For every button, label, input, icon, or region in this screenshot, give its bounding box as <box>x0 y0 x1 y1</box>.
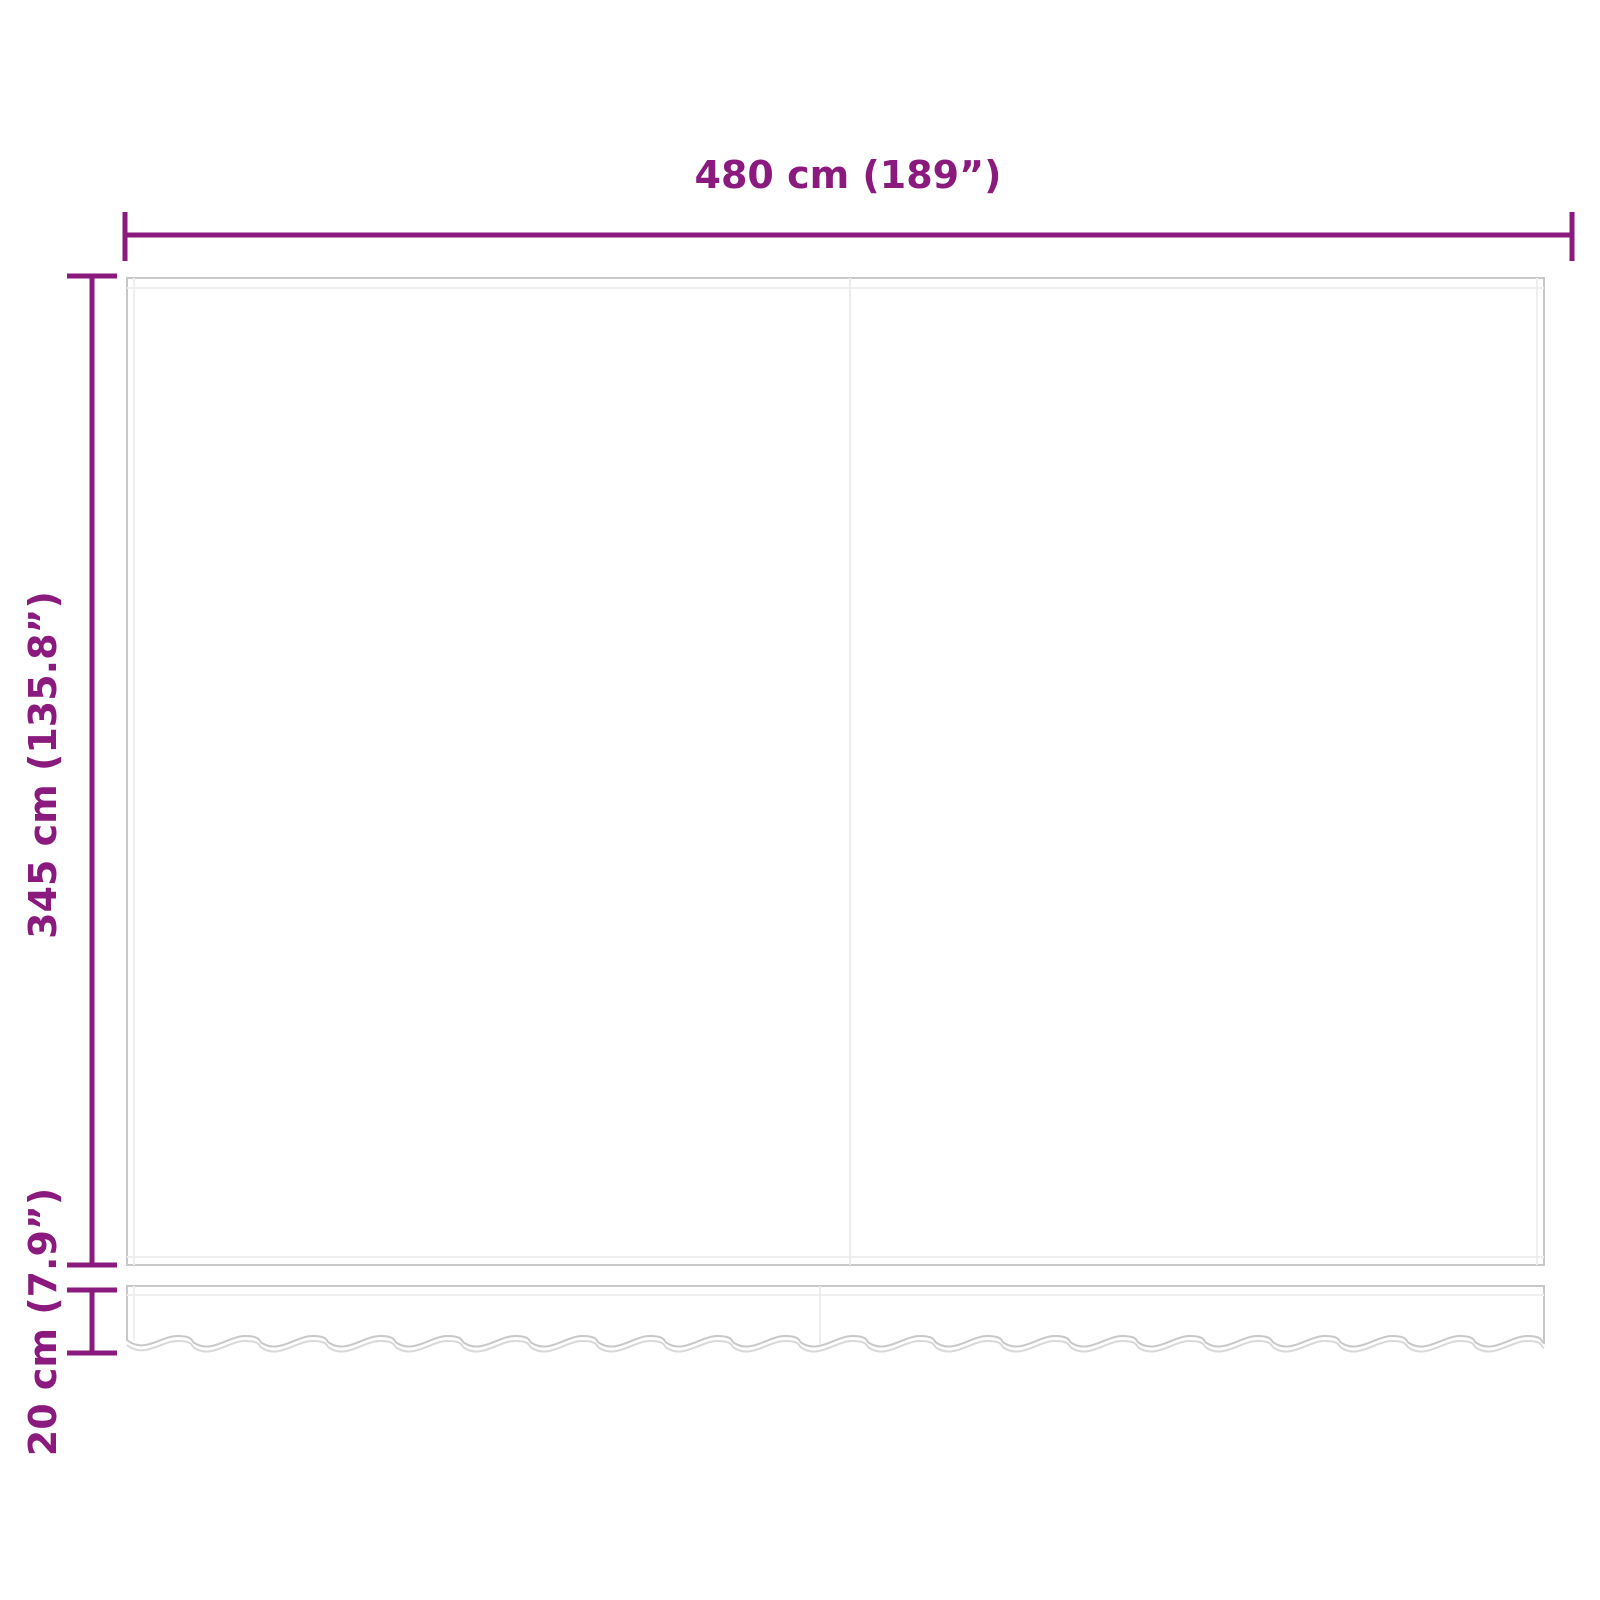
width-label: 480 cm (189”) <box>695 153 1002 197</box>
height-dimension <box>67 273 117 1268</box>
valance-label: 20 cm (7.9”) <box>21 1188 65 1457</box>
width-dimension <box>122 212 1575 261</box>
valance-dimension <box>67 1287 117 1356</box>
valance <box>126 1285 1545 1353</box>
height-label: 345 cm (135.8”) <box>21 591 65 939</box>
main-panel <box>126 277 1545 1266</box>
